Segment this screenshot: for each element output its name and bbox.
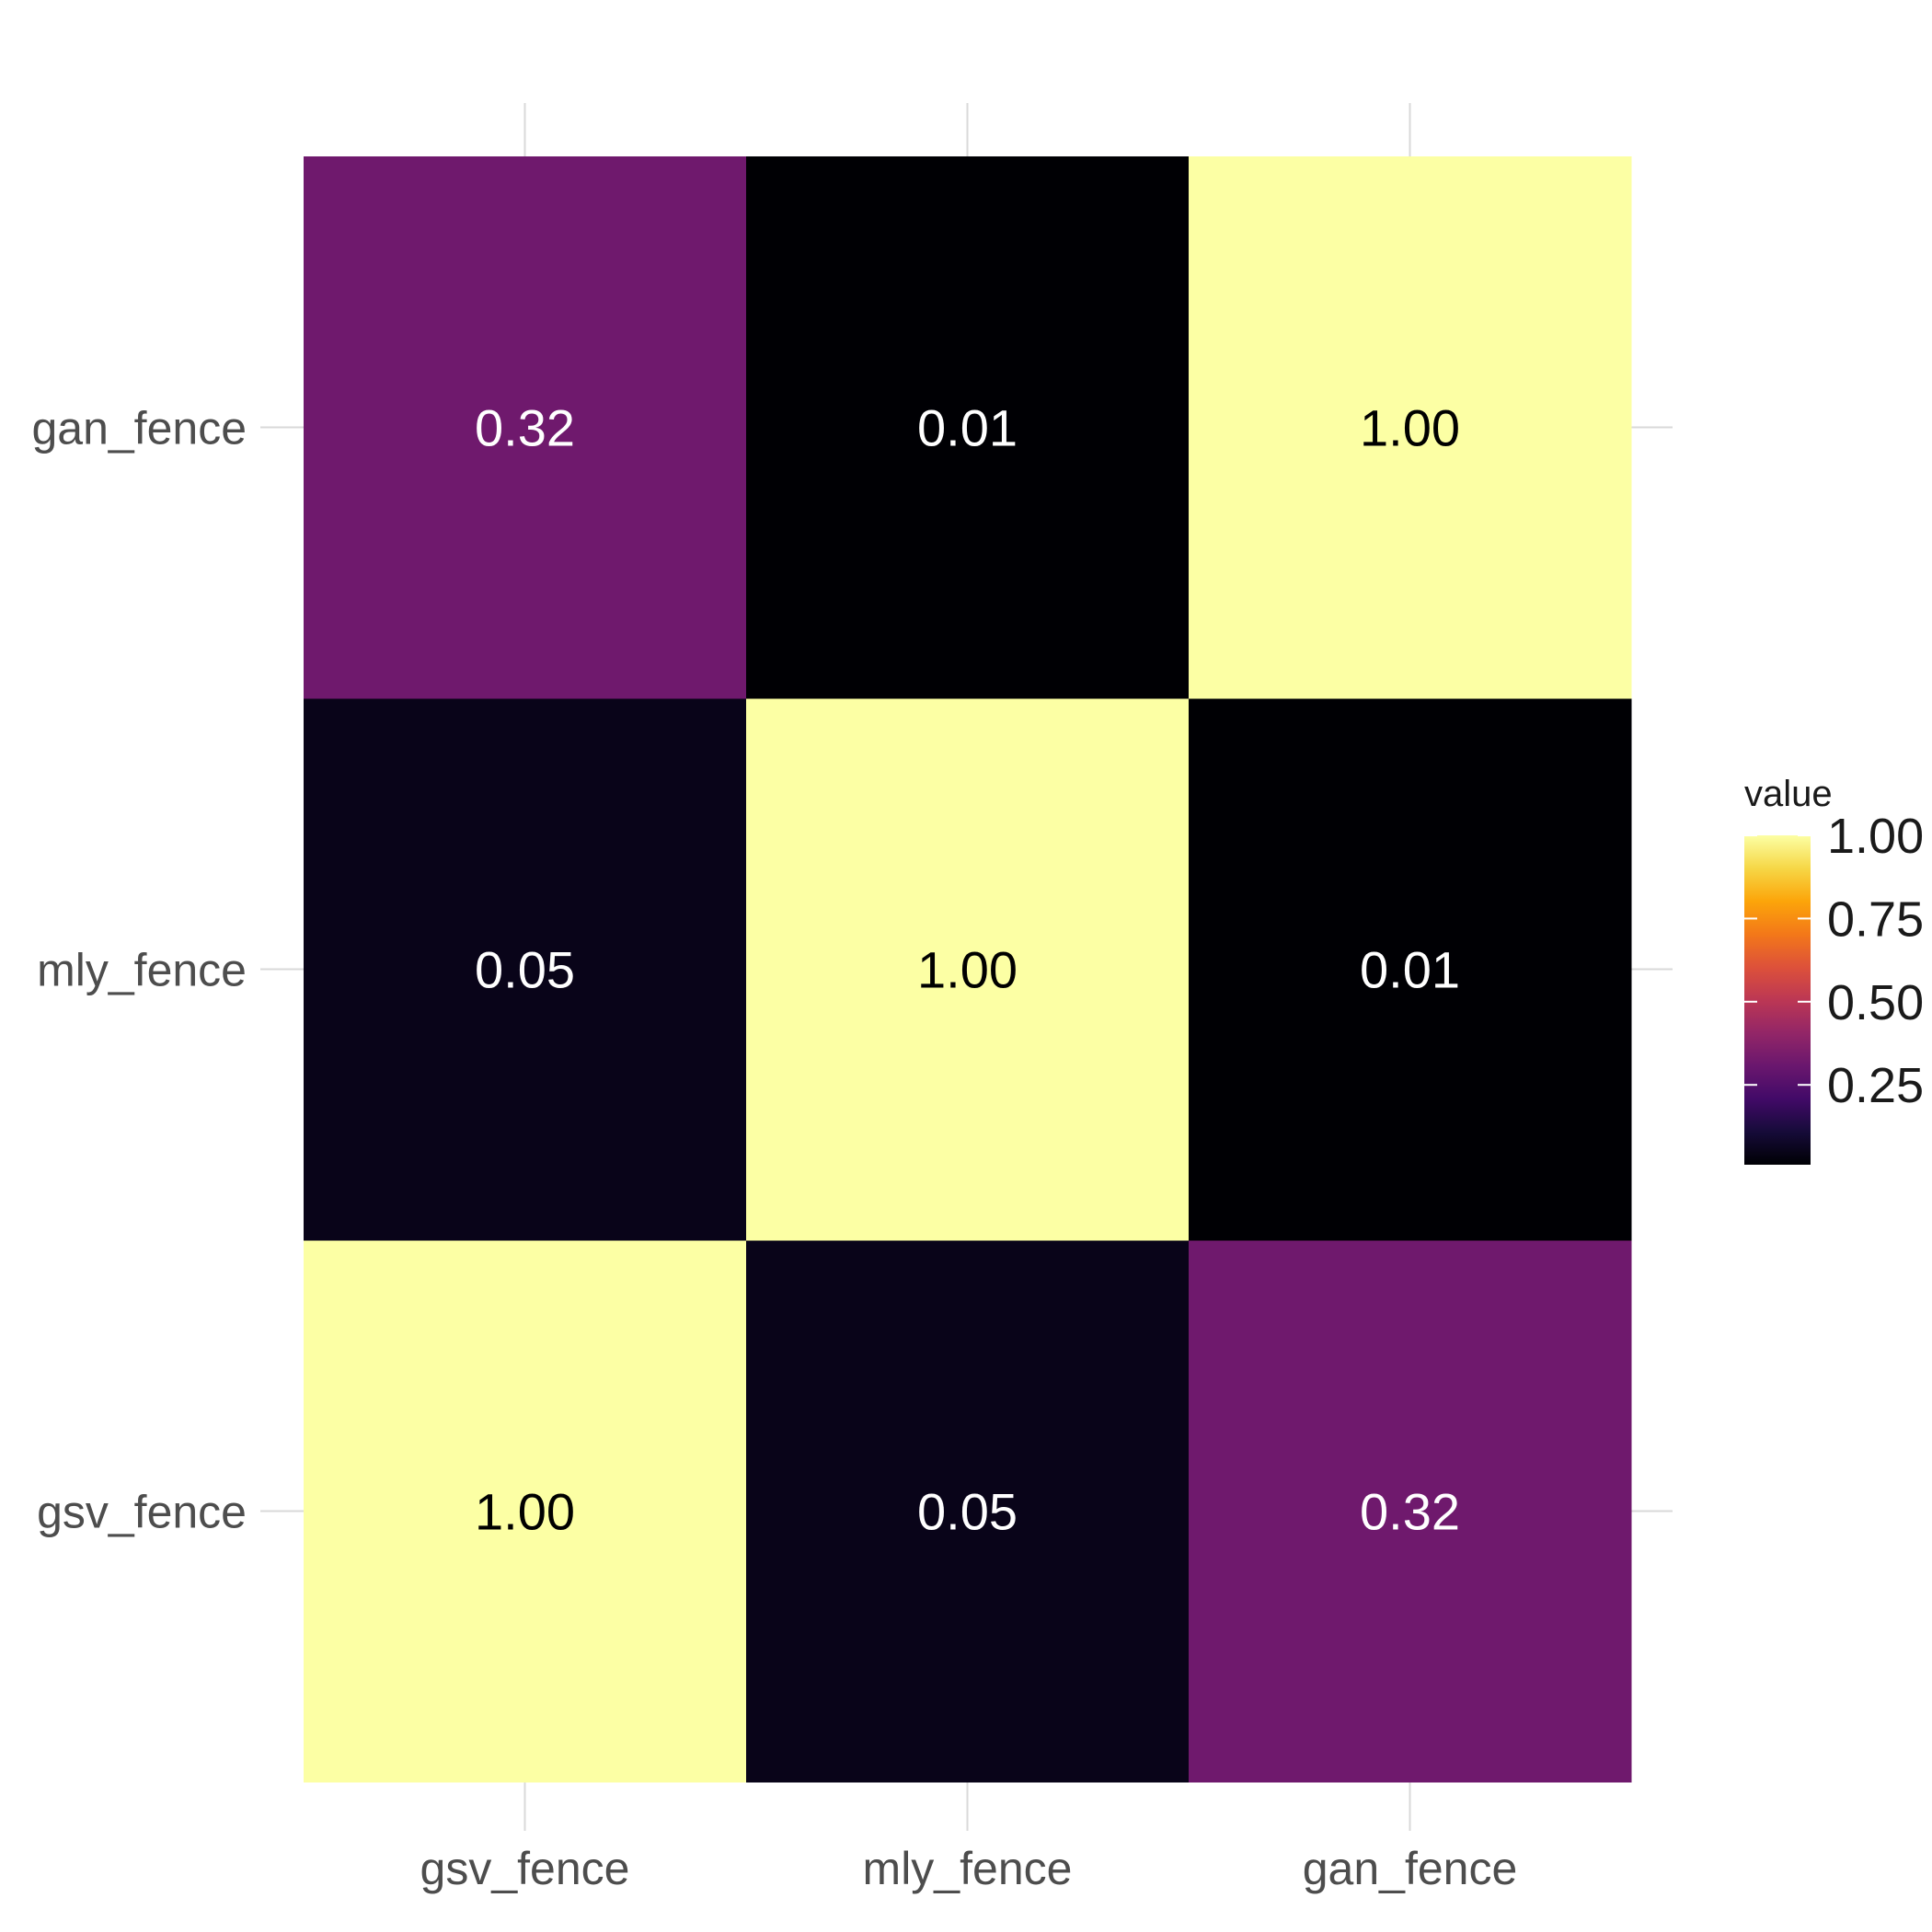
cell-value-label: 0.05 [475,941,575,999]
cell-value-label: 0.32 [1360,1483,1460,1541]
axis-tick-labels: gsv_fence mly_fence gan_fence gsv_fence mly_… [31,403,1517,1895]
heatmap-cell [1189,156,1632,699]
color-legend: value 0.25 0.50 0.75 1.00 [1744,774,1924,1165]
x-tick-label: gsv_fence [420,1843,630,1894]
heatmap-cell [746,156,1190,699]
heatmap-cell [304,156,747,699]
heatmap-cell [304,1240,747,1783]
legend-tick-label: 0.75 [1827,891,1924,947]
legend-title: value [1744,774,1833,814]
cell-value-labels: 1.00 0.05 0.32 0.05 1.00 0.01 0.32 0.01 1.00 [475,399,1460,1541]
cell-value-label: 1.00 [1360,399,1460,457]
heatmap-cell [1189,1240,1632,1783]
y-tick-label: gan_fence [31,403,247,454]
legend-tick-label: 0.25 [1827,1058,1924,1113]
cell-value-label: 1.00 [917,941,1018,999]
x-tick-label: mly_fence [863,1843,1073,1894]
heatmap-cells [304,156,1632,1783]
legend-tick-label: 0.50 [1827,975,1924,1030]
cell-value-label: 0.05 [917,1483,1018,1541]
x-tick-label: gan_fence [1303,1843,1518,1894]
cell-value-label: 0.32 [475,399,575,457]
y-tick-label: gsv_fence [37,1487,247,1538]
cell-value-label: 0.01 [917,399,1018,457]
legend-tick-label: 1.00 [1827,809,1924,864]
heatmap-cell [746,1240,1190,1783]
heatmap-cell [304,698,747,1241]
legend-color-bar [1744,835,1811,1165]
cell-value-label: 1.00 [475,1483,575,1541]
y-tick-label: mly_fence [37,945,247,996]
heatmap-cell [1189,698,1632,1241]
heatmap-cell [746,698,1190,1241]
cell-value-label: 0.01 [1360,941,1460,999]
